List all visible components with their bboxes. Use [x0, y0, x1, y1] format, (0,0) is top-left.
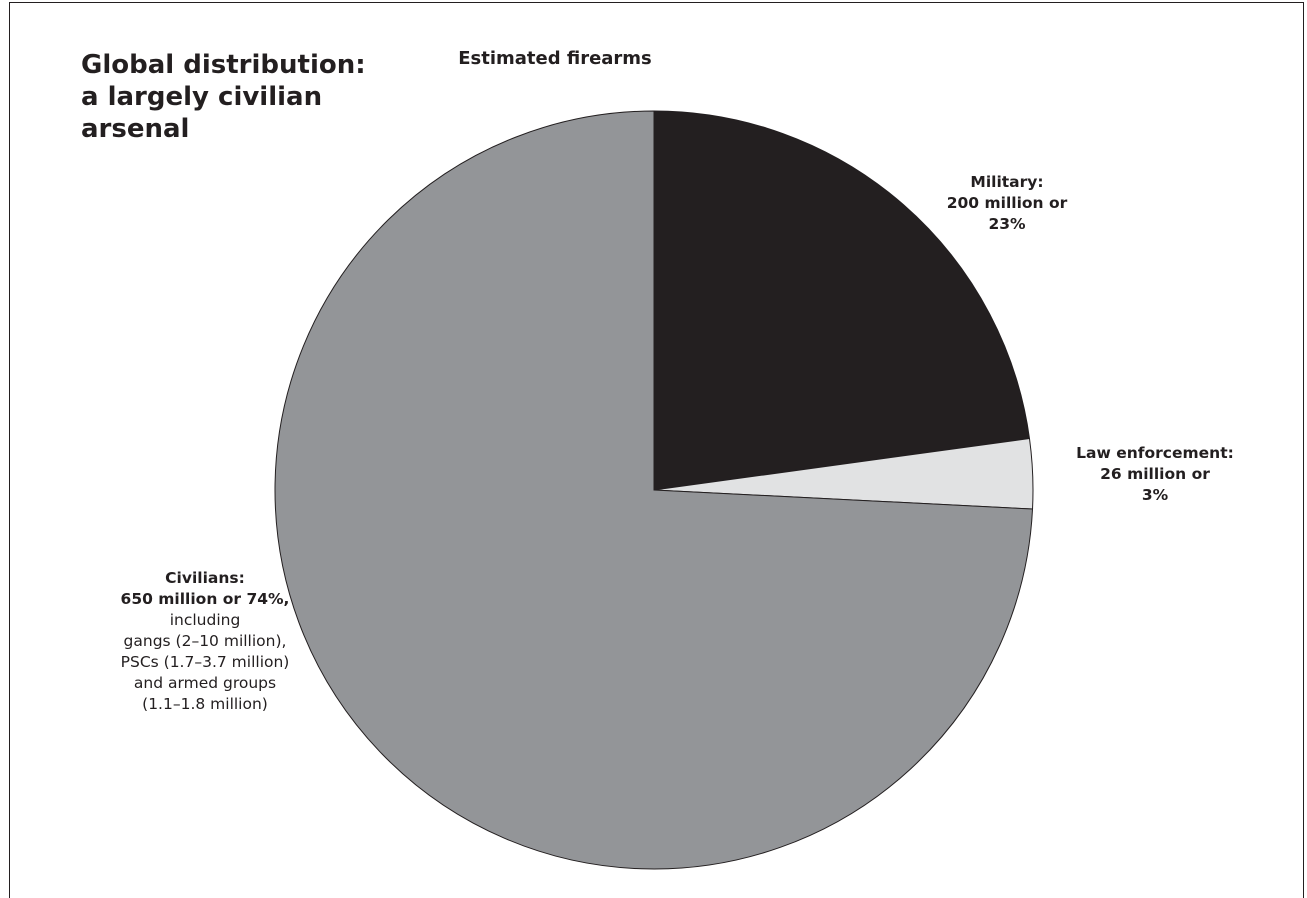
heading-line-1: Global distribution: — [81, 50, 366, 80]
chart-title: Estimated firearms — [458, 48, 652, 69]
civilians-detail-line-4: and armed groups — [133, 674, 277, 692]
civilians-detail-line-5: (1.1–1.8 million) — [142, 695, 268, 713]
frame-right-border — [1303, 2, 1304, 898]
military-label-line-3: 23% — [988, 215, 1026, 233]
military-label-line-1: Military: — [970, 173, 1044, 191]
slice-label-military: Military: 200 million or 23% — [912, 172, 1102, 235]
pie-slice-civilians — [274, 110, 1034, 870]
heading-line-2: a largely civilian — [81, 82, 323, 112]
civilians-detail-line-2: gangs (2–10 million), — [123, 632, 287, 650]
slice-label-civilians: Civilians: 650 million or 74%, including… — [100, 568, 310, 715]
military-label-line-2: 200 million or — [946, 194, 1068, 212]
law-label-line-2: 26 million or — [1100, 465, 1210, 483]
frame-top-border — [9, 2, 1303, 3]
civilians-detail-line-1: including — [169, 611, 241, 629]
law-label-line-1: Law enforcement: — [1076, 444, 1234, 462]
law-label-line-3: 3% — [1141, 486, 1169, 504]
figure-heading: Global distribution: a largely civilian … — [81, 49, 381, 145]
pie-slice-military — [653, 110, 1031, 491]
civilians-label-line-1: Civilians: — [165, 569, 245, 587]
civilians-label-line-2: 650 million or 74%, — [120, 590, 290, 608]
slice-label-law-enforcement: Law enforcement: 26 million or 3% — [1040, 443, 1270, 506]
frame-left-border — [9, 2, 10, 898]
heading-line-3: arsenal — [81, 114, 190, 144]
civilians-detail-line-3: PSCs (1.7–3.7 million) — [120, 653, 290, 671]
